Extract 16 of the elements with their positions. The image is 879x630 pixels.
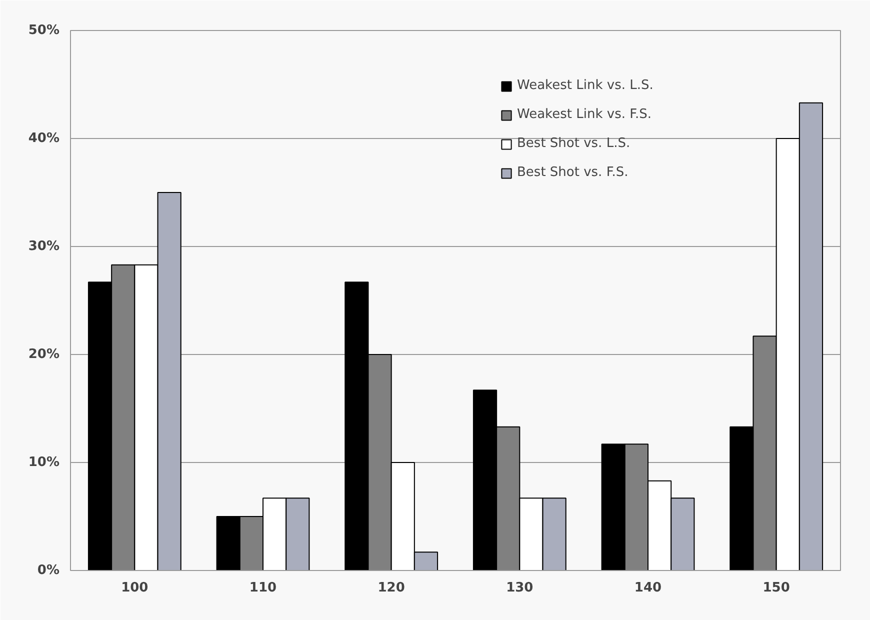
y-tick-label: 20% — [28, 347, 60, 362]
legend-label: Weakest Link vs. L.S. — [517, 78, 654, 93]
y-tick-label: 0% — [37, 563, 60, 578]
y-tick-label: 30% — [28, 239, 60, 254]
x-tick-label: 150 — [762, 580, 790, 596]
y-tick-label: 10% — [28, 455, 60, 470]
x-tick-label: 120 — [378, 580, 405, 596]
legend-label: Best Shot vs. L.S. — [517, 136, 630, 151]
x-tick-label: 100 — [121, 580, 148, 596]
legend-label: Weakest Link vs. F.S. — [517, 107, 652, 122]
y-tick-label: 40% — [28, 131, 60, 146]
y-tick-label: 50% — [28, 23, 60, 38]
legend-label: Best Shot vs. F.S. — [517, 165, 628, 180]
x-tick-label: 110 — [249, 580, 277, 596]
x-tick-label: 140 — [634, 580, 662, 596]
x-tick-label: 130 — [506, 580, 534, 596]
